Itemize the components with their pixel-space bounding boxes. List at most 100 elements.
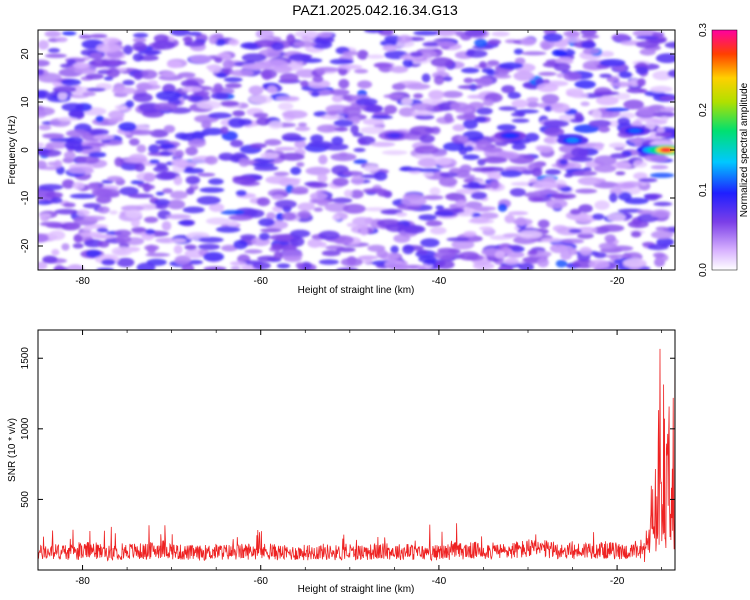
heatmap-cell <box>543 127 565 137</box>
heatmap-cell <box>323 143 349 151</box>
heatmap-cell <box>639 48 656 56</box>
heatmap-cell <box>537 257 549 268</box>
heatmap-cell <box>216 72 228 78</box>
heatmap-cell <box>470 212 481 218</box>
heatmap-cell <box>185 146 198 156</box>
heatmap-cell <box>383 94 404 99</box>
heatmap-cell <box>253 112 269 119</box>
heatmap-cell <box>366 54 385 59</box>
heatmap-cell <box>223 77 243 83</box>
heatmap-cell <box>42 255 58 264</box>
heatmap-cell <box>353 159 368 165</box>
heatmap-cell <box>38 124 52 131</box>
heatmap-cell <box>609 192 618 203</box>
heatmap-cell <box>95 115 104 123</box>
heatmap-cell <box>357 136 376 146</box>
spectrogram-heatmap <box>38 30 675 270</box>
heatmap-cell <box>422 171 434 177</box>
heatmap-cell <box>650 165 669 170</box>
heatmap-cell <box>54 208 78 215</box>
heatmap-cell <box>618 191 632 201</box>
heatmap-cell <box>132 92 153 103</box>
heatmap-cell <box>498 62 524 70</box>
heatmap-cell <box>464 30 487 37</box>
heatmap-cell <box>439 172 459 178</box>
heatmap-cell <box>594 200 610 210</box>
heatmap-cell <box>351 175 364 186</box>
heatmap-cell <box>410 51 423 58</box>
snr-axes: -80 -60 -40 -20 500 1000 1500 <box>20 330 675 587</box>
heatmap-cell <box>536 145 554 153</box>
heatmap-cell <box>491 31 510 37</box>
heatmap-cell <box>225 83 242 89</box>
heatmap-cell <box>468 101 485 109</box>
heatmap-cell <box>456 212 474 217</box>
heatmap-cell <box>189 95 204 101</box>
heatmap-cell <box>78 34 92 39</box>
heatmap-cell <box>53 266 69 270</box>
heatmap-cell <box>578 204 593 213</box>
heatmap-cell <box>513 71 535 81</box>
heatmap-cell <box>97 206 110 214</box>
heatmap-cell <box>281 132 302 142</box>
heatmap-cell <box>660 116 669 122</box>
heatmap-cell <box>457 84 483 90</box>
heatmap-cell <box>346 222 357 227</box>
heatmap-cell <box>144 50 160 56</box>
heatmap-cell <box>235 190 247 197</box>
heatmap-cell <box>103 76 114 81</box>
heatmap-cell <box>647 244 669 251</box>
heatmap-cell <box>38 184 64 191</box>
heatmap-cell <box>524 132 540 142</box>
heatmap-cell <box>286 33 296 44</box>
heatmap-cell <box>271 194 285 200</box>
heatmap-cell <box>449 102 470 111</box>
heatmap-cell <box>136 144 147 153</box>
heatmap-cell <box>114 104 128 111</box>
heatmap-cell <box>266 85 278 94</box>
heatmap-cell <box>507 91 521 99</box>
heatmap-cell <box>476 107 493 115</box>
heatmap-cell <box>550 193 577 200</box>
heatmap-cell <box>537 219 550 229</box>
heatmap-cell <box>321 250 341 257</box>
heatmap-cell <box>435 205 444 210</box>
heatmap-cell <box>295 126 311 132</box>
heatmap-cell <box>128 193 155 199</box>
heatmap-cell <box>497 203 508 212</box>
x-tick-label: -40 <box>432 576 447 587</box>
y-tick-label: -10 <box>20 190 31 205</box>
heatmap-cell <box>148 144 160 154</box>
heatmap-cell <box>577 232 594 239</box>
heatmap-cell <box>238 157 250 167</box>
heatmap-cell <box>128 138 140 146</box>
heatmap-cell <box>409 125 435 136</box>
heatmap-cell <box>389 65 409 74</box>
heatmap-cell <box>545 198 568 209</box>
heatmap-cell <box>279 73 299 83</box>
heatmap-cell <box>403 224 426 234</box>
heatmap-cell <box>60 222 81 231</box>
heatmap-cell <box>559 159 568 165</box>
heatmap-cell <box>281 212 297 221</box>
heatmap-cell <box>162 188 173 194</box>
heatmap-cell <box>232 110 246 117</box>
heatmap-cell <box>434 210 454 217</box>
heatmap-cell <box>290 229 311 238</box>
heatmap-cell <box>73 234 83 243</box>
heatmap-cell <box>615 92 631 100</box>
snr-xlabel: Height of straight line (km) <box>298 584 415 595</box>
heatmap-cell <box>438 176 458 187</box>
heatmap-cell <box>493 70 509 76</box>
heatmap-cell <box>563 30 580 37</box>
heatmap-cell <box>411 103 434 111</box>
heatmap-cell <box>250 143 267 149</box>
heatmap-cell <box>626 88 645 94</box>
heatmap-cell <box>531 167 543 177</box>
heatmap-cell <box>67 166 94 174</box>
heatmap-cell <box>42 133 65 139</box>
heatmap-cell <box>434 251 456 260</box>
heatmap-cell <box>214 57 223 63</box>
heatmap-cell <box>580 101 590 107</box>
heatmap-cell <box>363 164 380 173</box>
